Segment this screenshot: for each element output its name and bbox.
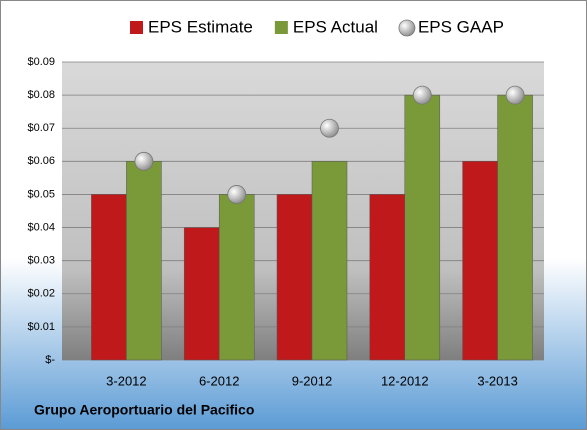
y-tick-label: $0.01 xyxy=(27,321,55,333)
marker xyxy=(412,85,432,105)
bar xyxy=(404,94,441,361)
y-tick-label: $0.04 xyxy=(27,221,55,233)
bar xyxy=(311,161,348,361)
x-tick-label: 12-2012 xyxy=(381,373,429,388)
legend-marker xyxy=(130,21,143,34)
y-tick-label: $0.05 xyxy=(27,188,55,200)
x-tick-label: 9-2012 xyxy=(292,373,332,388)
y-tick-label: $0.09 xyxy=(27,56,55,68)
legend-label: EPS GAAP xyxy=(418,17,504,36)
footnote: Grupo Aeroportuario del Pacifico xyxy=(34,402,254,418)
x-tick-label: 6-2012 xyxy=(199,373,239,388)
y-tick-label: $0.06 xyxy=(27,155,55,167)
legend-marker xyxy=(398,19,416,37)
x-tick-label: 3-2012 xyxy=(106,373,146,388)
bar xyxy=(91,194,127,361)
marker xyxy=(134,151,154,171)
bar xyxy=(369,194,406,361)
x-tick-label: 3-2013 xyxy=(477,373,517,388)
bar xyxy=(218,194,255,361)
y-tick-label: $0.08 xyxy=(27,89,55,101)
bar xyxy=(126,161,162,361)
y-tick-label: $0.03 xyxy=(27,255,55,267)
legend-label: EPS Estimate xyxy=(148,17,253,36)
legend-label: EPS Actual xyxy=(293,17,378,36)
legend-marker xyxy=(274,21,288,34)
bar xyxy=(183,227,220,361)
y-tick-label: $0.02 xyxy=(27,288,55,300)
marker xyxy=(320,118,339,138)
bar xyxy=(462,161,498,361)
marker xyxy=(505,85,525,105)
marker xyxy=(227,185,247,204)
bar xyxy=(276,194,313,361)
y-tick-label: $0.07 xyxy=(27,122,55,134)
bar xyxy=(497,94,533,361)
y-tick-label: $- xyxy=(45,354,55,366)
